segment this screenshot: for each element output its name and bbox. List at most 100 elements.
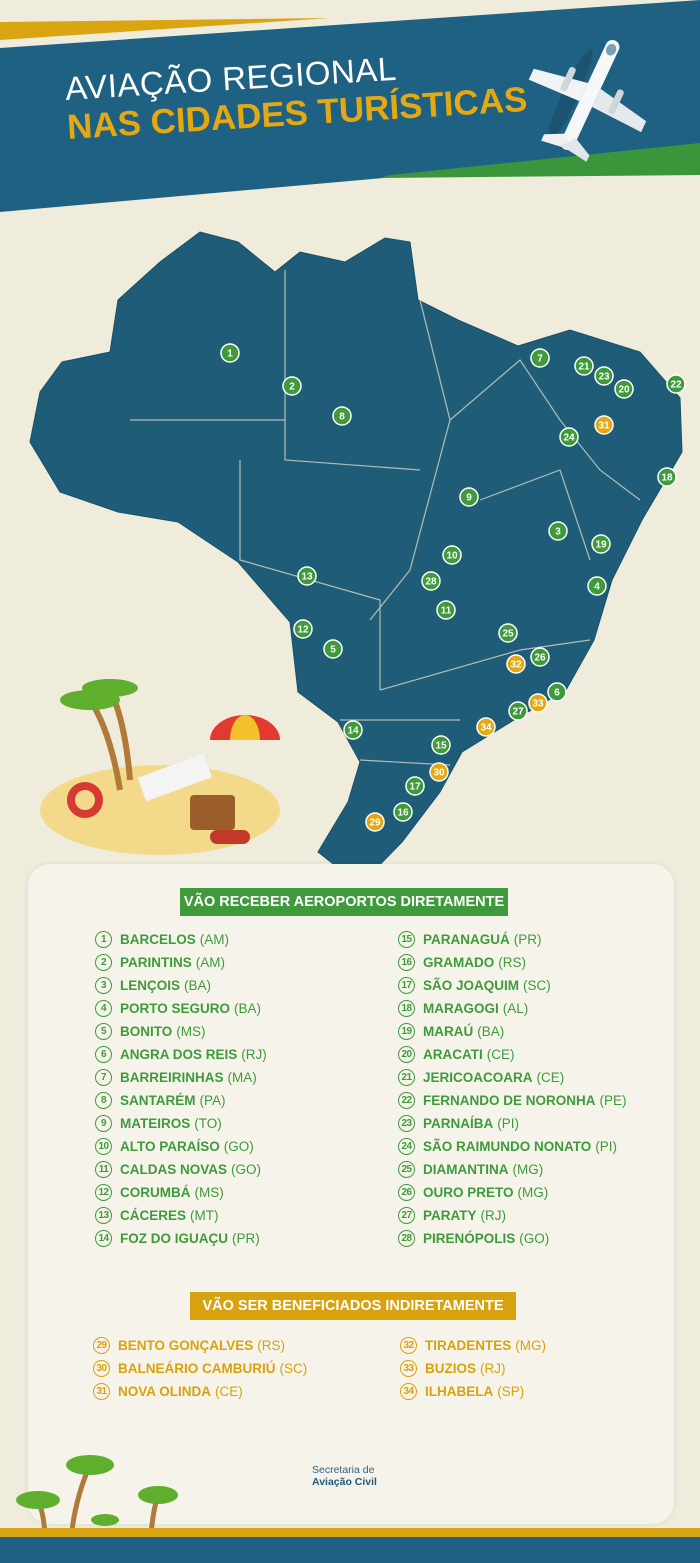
marker-circle [594,366,614,386]
map-marker-18: 18 [657,467,677,487]
airplane-icon [528,39,647,162]
marker-circle [476,717,496,737]
city-name: BONITO [120,1024,173,1039]
marker-circle [506,654,526,674]
marker-number: 7 [537,354,543,365]
state-code: (PI) [497,1116,519,1131]
marker-number: 28 [425,577,437,588]
map-marker-9: 9 [459,487,479,507]
marker-circle [297,566,317,586]
number-badge: 6 [95,1046,112,1063]
map-marker-14: 14 [343,720,363,740]
state-code: (MT) [190,1208,219,1223]
brazil-map: 1234567891011121314151617181920212223242… [29,231,686,880]
city-name: FERNANDO DE NORONHA [423,1093,596,1108]
list-item: 25 DIAMANTINA (MG) [398,1158,627,1181]
marker-number: 6 [554,688,560,699]
city-name: SÃO RAIMUNDO NONATO [423,1139,592,1154]
city-name: DIAMANTINA [423,1162,509,1177]
list-item: 19 MARAÚ (BA) [398,1020,627,1043]
list-item: 4 PORTO SEGURO (BA) [95,997,267,1020]
list-item: 9 MATEIROS (TO) [95,1112,267,1135]
map-marker-17: 17 [405,776,425,796]
state-code: (MG) [512,1162,544,1177]
number-badge: 28 [398,1230,415,1247]
map-marker-31: 31 [594,415,614,435]
marker-number: 23 [598,372,610,383]
city-name: JERICOACOARA [423,1070,533,1085]
map-marker-29: 29 [365,812,385,832]
list-item: 31 NOVA OLINDA (CE) [93,1380,307,1403]
list-item: 6 ANGRA DOS REIS (RJ) [95,1043,267,1066]
marker-circle [293,619,313,639]
logo-line-2: Aviação Civil [312,1476,377,1488]
marker-number: 21 [578,362,590,373]
marker-circle [594,415,614,435]
marker-number: 24 [563,433,575,444]
marker-circle [528,693,548,713]
city-name: ILHABELA [425,1384,494,1399]
city-name: NOVA OLINDA [118,1384,211,1399]
list-item: 22 FERNANDO DE NORONHA (PE) [398,1089,627,1112]
marker-number: 26 [534,653,546,664]
marker-number: 4 [594,582,600,593]
marker-number: 20 [618,385,630,396]
marker-circle [614,379,634,399]
map-marker-13: 13 [297,566,317,586]
list-item: 1 BARCELOS (AM) [95,928,267,951]
marker-circle [365,812,385,832]
state-code: (MG) [517,1185,549,1200]
map-marker-10: 10 [442,545,462,565]
marker-number: 9 [466,493,472,504]
indirect-list-right: 32 TIRADENTES (MG) 33 BUZIOS (RJ) 34 ILHABELA (S… [400,1334,546,1403]
logo-line-1: Secretaria de [312,1464,375,1476]
list-item: 15 PARANAGUÁ (PR) [398,928,627,951]
city-name: ANGRA DOS REIS [120,1047,238,1062]
direct-list-left: 1 BARCELOS (AM) 2 PARINTINS (AM) 3 LENÇOIS (BA) 4… [95,928,267,1250]
state-code: (PR) [513,932,542,947]
map-marker-5: 5 [323,639,343,659]
map-marker-11: 11 [436,600,456,620]
state-code: (SC) [279,1361,308,1376]
brazil-shape [29,231,683,880]
city-name: PIRENÓPOLIS [423,1231,516,1246]
legend-panel [28,864,674,1524]
marker-number: 10 [446,551,458,562]
city-name: BENTO GONÇALVES [118,1338,254,1353]
beach-illustration [40,679,280,855]
list-item: 12 CORUMBÁ (MS) [95,1181,267,1204]
map-marker-23: 23 [594,366,614,386]
marker-circle [282,376,302,396]
marker-number: 1 [227,349,233,360]
marker-circle [421,571,441,591]
city-name: BUZIOS [425,1361,477,1376]
marker-number: 2 [289,382,295,393]
marker-circle [530,348,550,368]
state-code: (CE) [486,1047,515,1062]
state-code: (RS) [257,1338,286,1353]
number-badge: 26 [398,1184,415,1201]
city-name: MARAÚ [423,1024,474,1039]
list-item: 26 OURO PRETO (MG) [398,1181,627,1204]
state-code: (SC) [523,978,551,993]
list-item: 5 BONITO (MS) [95,1020,267,1043]
state-code: (PI) [595,1139,617,1154]
number-badge: 17 [398,977,415,994]
state-code: (PR) [232,1231,260,1246]
city-name: MATEIROS [120,1116,191,1131]
number-badge: 5 [95,1023,112,1040]
marker-number: 30 [433,768,445,779]
map-marker-2: 2 [282,376,302,396]
number-badge: 14 [95,1230,112,1247]
marker-circle [657,467,677,487]
state-code: (GO) [231,1162,262,1177]
state-code: (AL) [502,1001,529,1016]
map-marker-26: 26 [530,647,550,667]
list-item: 10 ALTO PARAÍSO (GO) [95,1135,267,1158]
number-badge: 7 [95,1069,112,1086]
marker-circle [498,623,518,643]
marker-circle [436,600,456,620]
number-badge: 22 [398,1092,415,1109]
map-marker-21: 21 [574,356,594,376]
city-name: PARATY [423,1208,477,1223]
